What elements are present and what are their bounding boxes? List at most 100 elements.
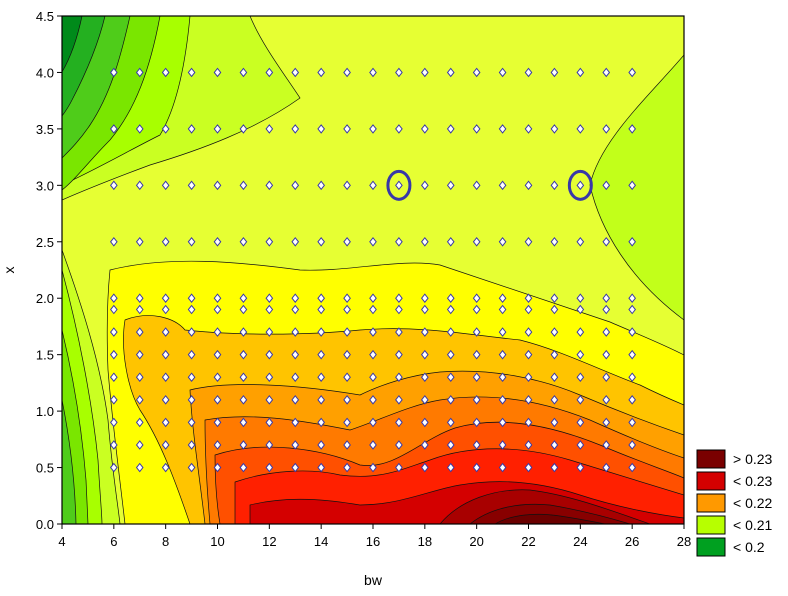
sample-point-marker [135, 440, 144, 450]
sample-point-marker [291, 124, 300, 134]
sample-point-marker [317, 417, 326, 428]
sample-point-marker [187, 236, 196, 247]
y-tick-label: 3.5 [36, 122, 54, 137]
sample-point-marker [109, 304, 118, 315]
sample-point-marker [550, 349, 559, 360]
sample-point-marker [213, 462, 222, 473]
sample-point-marker [265, 417, 274, 428]
sample-point-marker [109, 395, 118, 405]
sample-point-marker [420, 180, 429, 191]
sample-point-marker [576, 236, 585, 247]
sample-point-marker [498, 67, 507, 78]
sample-point-marker [446, 372, 455, 383]
sample-point-marker [317, 180, 326, 191]
sample-point-marker [239, 236, 248, 247]
sample-point-marker [161, 417, 170, 428]
sample-point-marker [291, 67, 300, 78]
y-axis-ticks: 0.0 0.5 1.0 1.5 2.0 2.5 3.0 3.5 4.0 4.5 [36, 9, 62, 532]
sample-point-marker [628, 236, 637, 247]
sample-point-marker [213, 180, 222, 191]
sample-point-marker [472, 417, 481, 428]
sample-point-marker [576, 304, 585, 315]
sample-point-marker [317, 440, 326, 450]
sample-point-marker [524, 395, 533, 405]
sample-point-marker [135, 395, 144, 405]
sample-point-marker [472, 293, 481, 304]
y-tick-label: 1.0 [36, 404, 54, 419]
sample-point-marker [602, 327, 611, 337]
sample-point-marker [498, 372, 507, 383]
sample-point-marker [524, 440, 533, 450]
sample-point-marker [369, 395, 377, 405]
sample-point-marker [602, 417, 611, 428]
sample-point-marker [446, 349, 455, 360]
sample-point-marker [135, 304, 144, 315]
sample-point-marker [524, 372, 533, 383]
sample-point-marker [602, 440, 611, 450]
sample-point-marker [109, 417, 118, 428]
sample-point-marker [291, 349, 300, 360]
sample-point-marker [472, 440, 481, 450]
sample-point-marker [161, 327, 170, 337]
sample-point-marker [369, 304, 377, 315]
sample-point-marker [343, 293, 351, 304]
sample-point-marker [291, 440, 300, 450]
legend-swatch [696, 537, 726, 557]
sample-point-marker [420, 462, 429, 473]
x-tick-label: 4 [58, 534, 65, 549]
sample-point-marker [576, 327, 585, 337]
sample-point-marker [369, 293, 377, 304]
sample-point-marker [161, 124, 170, 134]
sample-point-marker [420, 304, 429, 315]
sample-point-marker [550, 304, 559, 315]
sample-point-marker [446, 67, 455, 78]
sample-point-marker [550, 462, 559, 473]
sample-point-marker [369, 462, 377, 473]
sample-point-marker [498, 236, 507, 247]
sample-point-marker [109, 462, 118, 473]
sample-point-marker [343, 327, 351, 337]
sample-point-marker [239, 124, 248, 134]
legend-label: > 0.23 [733, 451, 773, 467]
sample-point-marker [446, 124, 455, 134]
sample-point-marker [420, 67, 429, 78]
sample-point-marker [395, 180, 403, 191]
sample-point-marker [472, 395, 481, 405]
legend-swatch [696, 471, 726, 491]
sample-point-marker [550, 395, 559, 405]
y-tick-label: 4.0 [36, 65, 54, 80]
sample-point-marker [602, 304, 611, 315]
sample-point-marker [602, 236, 611, 247]
sample-point-marker [550, 327, 559, 337]
legend-label: < 0.21 [733, 517, 773, 533]
sample-point-marker [576, 293, 585, 304]
sample-point-marker [420, 124, 429, 134]
y-tick-label: 0.0 [36, 517, 54, 532]
sample-point-marker [524, 417, 533, 428]
sample-point-marker [472, 180, 481, 191]
sample-point-marker [524, 67, 533, 78]
sample-point-marker [472, 372, 481, 383]
y-tick-label: 1.5 [36, 348, 54, 363]
sample-point-marker [472, 67, 481, 78]
legend-label: < 0.23 [733, 473, 773, 489]
sample-point-marker [291, 417, 300, 428]
sample-point-marker [576, 440, 585, 450]
sample-point-marker [472, 236, 481, 247]
sample-point-marker [498, 462, 507, 473]
sample-point-marker [135, 67, 144, 78]
sample-point-marker [265, 440, 274, 450]
x-tick-label: 16 [366, 534, 380, 549]
sample-point-marker [369, 124, 377, 134]
sample-point-marker [109, 67, 118, 78]
contour-bands [62, 16, 684, 524]
sample-point-marker [602, 349, 611, 360]
sample-point-marker [472, 124, 481, 134]
sample-point-marker [187, 372, 196, 383]
sample-point-marker [187, 349, 196, 360]
sample-point-marker [395, 236, 403, 247]
sample-point-marker [524, 180, 533, 191]
y-axis-label: x [1, 267, 17, 274]
sample-point-marker [498, 395, 507, 405]
